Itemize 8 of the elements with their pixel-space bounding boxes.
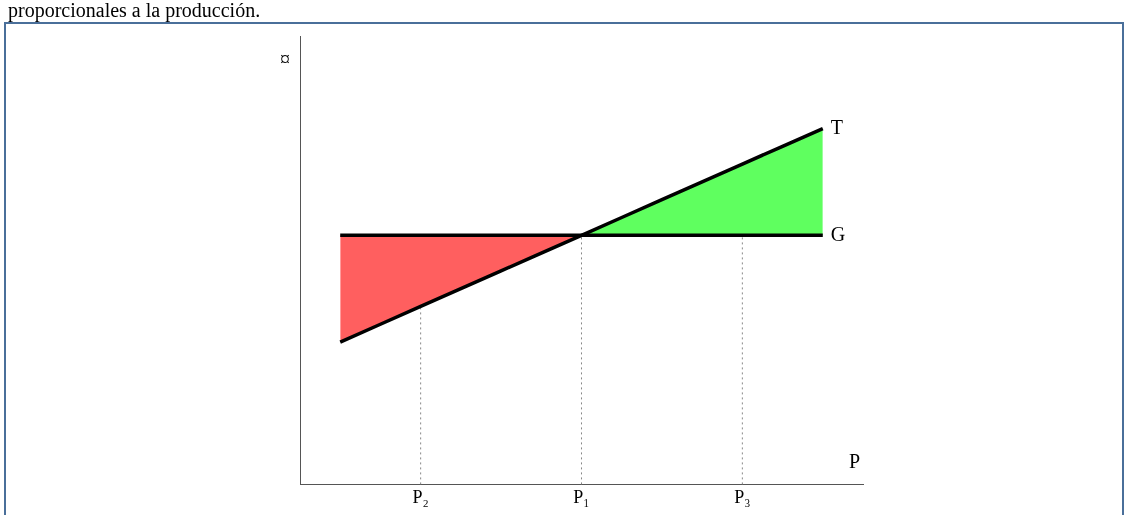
text: proporcionales a la producción. [8, 0, 261, 21]
x-tick-label: P₃ [734, 486, 751, 507]
series-label: T [830, 115, 843, 138]
x-tick-label: P₁ [573, 486, 590, 507]
series-label: G [830, 222, 846, 245]
x-tick-label: P₂ [412, 486, 429, 507]
y-axis-title: ¤ [280, 48, 290, 71]
x-axis-title: P [849, 449, 861, 472]
